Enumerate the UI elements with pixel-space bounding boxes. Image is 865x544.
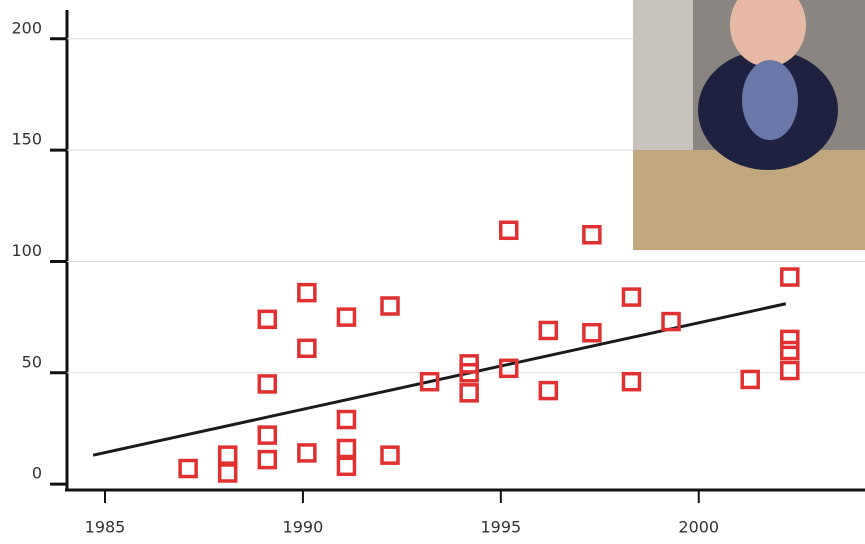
point [259,311,275,327]
chart: 0 50 100 150 200 1985 1990 1995 2000 [0,0,865,544]
point [180,461,196,477]
point [623,374,639,390]
point [220,447,236,463]
point [259,376,275,392]
point [623,289,639,305]
photo-gate [633,0,693,150]
point [338,309,354,325]
point [461,385,477,401]
point [501,222,517,238]
y-tick-label: 200 [11,18,42,37]
point [540,383,556,399]
point [338,440,354,456]
x-tick-label: 1995 [480,518,521,537]
y-tick-label: 150 [11,130,42,149]
point [782,343,798,359]
point [382,447,398,463]
point [382,298,398,314]
point [299,340,315,356]
page: 0501001502001985199019952000 (() => { co… [0,0,865,544]
point [742,371,758,387]
photo [633,0,865,250]
point [220,465,236,481]
point [540,322,556,338]
point [299,445,315,461]
point [584,325,600,341]
point [782,363,798,379]
y-tick-label: 100 [11,241,42,260]
point [299,285,315,301]
x-tick-label: 2000 [678,518,719,537]
point [338,458,354,474]
y-tick-label: 50 [22,352,42,371]
x-tick-label: 1985 [85,518,126,537]
point [782,269,798,285]
point [338,412,354,428]
point [259,427,275,443]
point [782,331,798,347]
point [584,227,600,243]
trend-line [93,304,786,455]
photo-shirt [742,60,798,140]
y-tick-label: 0 [32,464,42,483]
x-tick-label: 1990 [283,518,324,537]
point [259,452,275,468]
